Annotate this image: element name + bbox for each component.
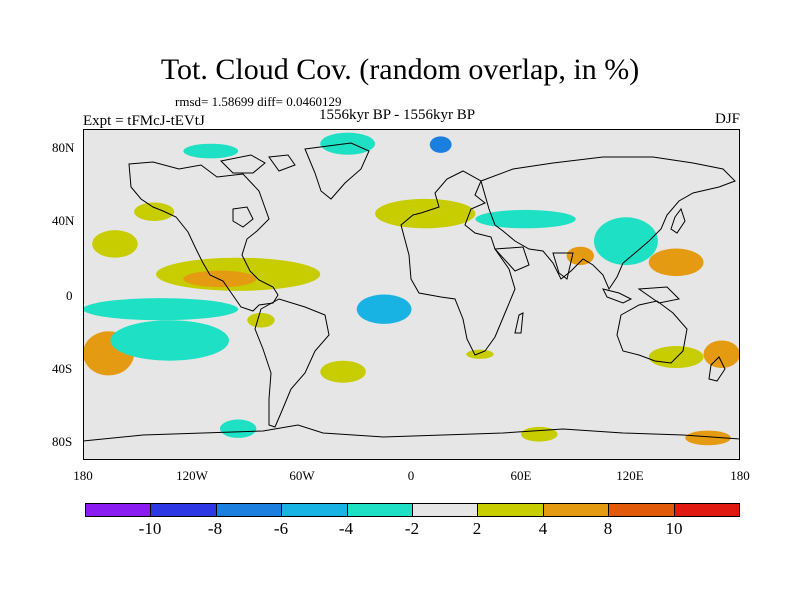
colorbar-label: 2: [472, 519, 482, 538]
colorbar-label: 4: [538, 519, 548, 538]
anomaly-region: [356, 294, 412, 324]
lat-tick-label: 0: [66, 288, 73, 303]
coastlines: [83, 142, 740, 442]
anomaly-region: [648, 248, 704, 277]
anomaly-contours: [83, 132, 740, 446]
map-plot: [83, 129, 740, 460]
colorbar-box: [86, 504, 152, 516]
anomaly-region: [183, 270, 257, 288]
anomaly-region: [466, 349, 494, 359]
anomaly-region: [92, 230, 138, 258]
colorbar-box: [413, 504, 479, 516]
north-america-coast: [128, 161, 279, 312]
anomaly-region: [429, 136, 452, 153]
colorbar-box: [609, 504, 675, 516]
colorbar-box: [543, 504, 610, 516]
hudson-bay-coast: [232, 206, 254, 228]
canadian-arctic-islands: [219, 154, 296, 174]
colorbar-box: [151, 504, 217, 516]
colorbar-box: [216, 504, 283, 516]
colorbar-label: -6: [273, 519, 289, 538]
colorbar-label: 10: [665, 519, 683, 538]
colorbar: [85, 503, 740, 517]
colorbar-label: -10: [138, 519, 162, 538]
antarctica-coast: [83, 424, 740, 442]
japan-coast: [670, 207, 686, 234]
greenland-coast: [304, 142, 370, 200]
new-zealand-coast: [708, 356, 726, 382]
lat-tick-label: 40N: [52, 213, 75, 228]
anomaly-region: [247, 312, 275, 328]
map-background: [83, 129, 740, 460]
map-border: [83, 129, 740, 460]
anomaly-region: [475, 209, 576, 229]
colorbar-label: -2: [404, 519, 420, 538]
anomaly-region: [375, 198, 476, 229]
asia-coast: [480, 156, 736, 291]
anomaly-region: [183, 143, 239, 159]
anomaly-region: [219, 419, 257, 438]
rmsd-diff-stats: rmsd= 1.58699 diff= 0.0460129: [175, 94, 342, 109]
lon-tick-label: 180: [730, 468, 750, 483]
south-america-coast: [254, 298, 330, 428]
experiment-label: Expt = tFMcJ-tEVtJ: [83, 113, 205, 129]
anomaly-region: [320, 360, 366, 383]
anomaly-region: [648, 345, 704, 369]
anomaly-region: [566, 246, 594, 266]
lat-tick-label: 80S: [52, 434, 73, 449]
colorbar-label: -4: [338, 519, 354, 538]
anomaly-region: [134, 202, 175, 221]
season-label: DJF: [714, 111, 740, 127]
anomaly-region: [594, 217, 658, 266]
lon-tick-label: 60W: [289, 468, 315, 483]
lon-tick-label: 60E: [510, 468, 532, 483]
anomaly-region: [110, 320, 229, 361]
anomaly-region: [521, 426, 558, 442]
anomaly-region: [685, 430, 731, 446]
map-panel: [83, 129, 740, 460]
period-label: 1556kyr BP - 1556kyr BP: [319, 107, 476, 123]
colorbar-box: [478, 504, 544, 516]
arabia-india-coast: [493, 246, 574, 280]
indonesia-coast: [602, 286, 681, 304]
lon-tick-label: 120E: [616, 468, 644, 483]
colorbar-box: [674, 504, 740, 516]
lon-tick-label: 0: [407, 468, 415, 483]
colorbar-label: 8: [603, 519, 613, 538]
lon-tick-label: 120W: [176, 468, 208, 483]
lat-tick-label: 40S: [52, 361, 73, 376]
anomaly-region: [703, 340, 740, 369]
colorbar-box: [347, 504, 414, 516]
australia-coast: [616, 300, 688, 364]
lon-tick-label: 180: [73, 468, 93, 483]
chart-title: Tot. Cloud Cov. (random overlap, in %): [160, 53, 640, 86]
lat-tick-label: 80N: [52, 140, 75, 155]
madagascar-coast: [514, 312, 524, 334]
anomaly-region: [83, 298, 239, 321]
colorbar-box: [282, 504, 348, 516]
colorbar-label: -8: [207, 519, 223, 538]
